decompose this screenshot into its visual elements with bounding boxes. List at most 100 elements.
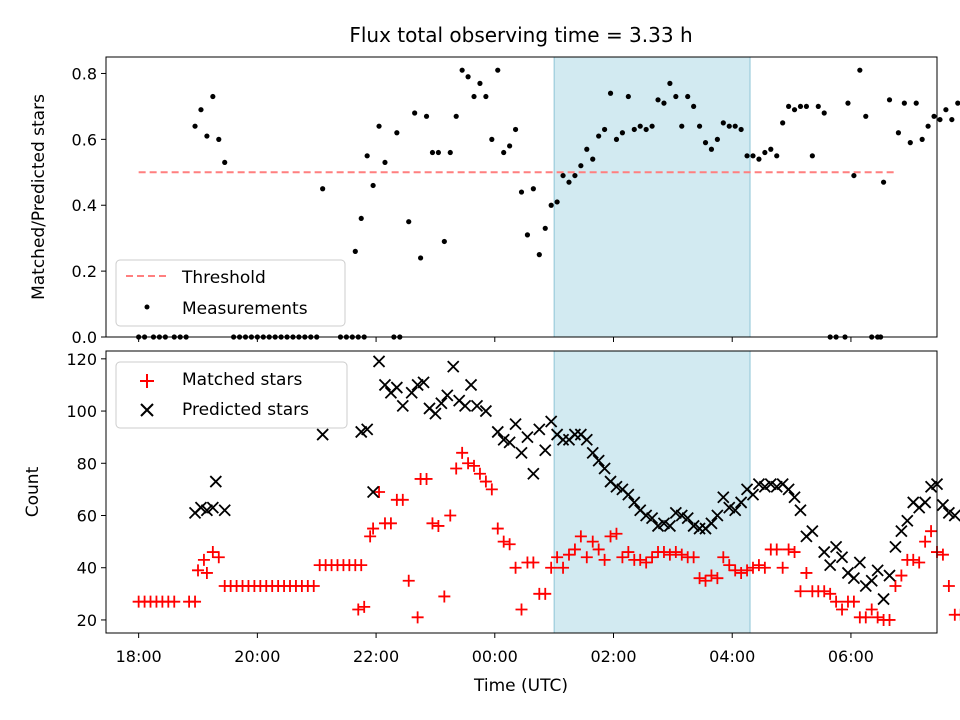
matched-star-point <box>358 600 371 613</box>
bottom-panel: 20 40 60 80 100 120 18:00 20:00 22:00 00:00 02:00… <box>23 350 960 696</box>
measurement-point <box>744 153 750 159</box>
matched-star-point <box>800 566 813 579</box>
x-tick-label: 00:00 <box>472 647 518 666</box>
bottom-y-tick-label: 100 <box>66 402 97 421</box>
matched-star-point <box>444 509 457 522</box>
x-tick-label: 20:00 <box>234 647 280 666</box>
measurement-point <box>667 80 673 86</box>
matched-star-point <box>197 553 210 566</box>
predicted-star-point <box>580 433 593 446</box>
matched-star-point <box>859 611 872 624</box>
matched-star-point <box>883 613 896 626</box>
predicted-star-point <box>405 386 418 399</box>
predicted-star-point <box>711 509 724 522</box>
measurement-point <box>673 93 679 100</box>
measurement-point <box>913 100 919 106</box>
matched-star-point <box>551 551 564 564</box>
predicted-star-point <box>390 381 403 394</box>
measurement-point <box>566 179 572 185</box>
matched-star-point <box>889 580 902 592</box>
predicted-star-point <box>829 540 843 553</box>
matched-star-point <box>367 522 380 535</box>
measurement-point <box>447 149 453 156</box>
legend-threshold-label: Threshold <box>181 268 266 288</box>
measurement-point <box>797 103 804 110</box>
measurement-point <box>886 97 893 103</box>
predicted-star-point <box>936 498 950 512</box>
matched-star-point <box>539 587 552 600</box>
measurement-point <box>661 100 667 106</box>
predicted-star-point <box>491 425 504 439</box>
measurement-point <box>762 149 768 156</box>
measurement-point <box>394 130 400 136</box>
predicted-star-point <box>568 428 582 441</box>
matched-star-point <box>432 519 445 532</box>
predicted-star-point <box>218 504 231 517</box>
predicted-star-point <box>366 485 380 499</box>
measurement-point <box>477 80 483 86</box>
matched-star-point <box>610 527 623 540</box>
matched-star-point <box>925 525 938 538</box>
measurement-point <box>937 116 943 123</box>
predicted-star-point <box>871 564 884 577</box>
matched-star-point <box>364 530 377 543</box>
predicted-star-point <box>877 592 890 606</box>
x-tick-label: 22:00 <box>353 647 399 666</box>
predicted-star-point <box>734 496 748 509</box>
matched-star-point <box>456 446 469 459</box>
measurement-point <box>358 215 364 222</box>
matched-star-point <box>824 587 837 600</box>
predicted-star-point <box>441 389 454 402</box>
predicted-star-point <box>645 511 659 525</box>
measurement-point <box>895 130 902 136</box>
predicted-star-point <box>378 378 392 392</box>
measurement-point <box>631 126 637 133</box>
matched-star-point <box>741 564 754 577</box>
matched-star-point <box>598 553 611 566</box>
predicted-star-point <box>901 514 914 527</box>
measurement-point <box>786 103 792 110</box>
matched-star-point <box>438 590 451 603</box>
predicted-star-point <box>717 491 730 504</box>
predicted-star-point <box>794 504 807 517</box>
measurement-point <box>578 163 584 169</box>
measurement-point <box>572 172 578 179</box>
predicted-star-point <box>479 404 493 418</box>
measurement-point <box>845 100 851 106</box>
measurement-point <box>441 238 447 245</box>
predicted-star-point <box>447 360 460 373</box>
predicted-star-point <box>586 446 599 459</box>
measurement-point <box>931 113 937 119</box>
legend-measurements-label: Measurements <box>182 299 308 319</box>
matched-star-point <box>788 546 801 559</box>
matched-star-point <box>586 535 599 548</box>
measurement-point <box>548 202 554 208</box>
predicted-star-point <box>598 462 611 475</box>
measurement-point <box>880 179 887 185</box>
measurement-point <box>756 156 762 162</box>
matched-star-point <box>503 538 516 551</box>
matched-star-point <box>206 546 219 559</box>
measurement-point <box>949 116 955 123</box>
matched-star-point <box>735 566 748 579</box>
matched-star-point <box>723 559 736 572</box>
matched-star-point <box>942 580 955 592</box>
bottom-observing-window <box>553 350 751 634</box>
legend-predicted-swatch <box>140 403 154 417</box>
measurement-point <box>685 93 691 100</box>
predicted-star-point <box>361 423 374 436</box>
matched-star-points <box>132 446 960 626</box>
measurement-point <box>524 232 531 238</box>
measurement-point <box>649 123 655 129</box>
predicted-star-point <box>458 399 472 412</box>
top-observing-window <box>553 56 751 338</box>
measurement-point <box>483 93 489 100</box>
predicted-star-point <box>865 574 878 587</box>
predicted-star-point <box>533 423 546 436</box>
predicted-star-point <box>663 519 677 533</box>
measurement-point <box>602 126 608 133</box>
measurement-point <box>471 93 477 100</box>
predicted-star-point <box>628 496 641 509</box>
